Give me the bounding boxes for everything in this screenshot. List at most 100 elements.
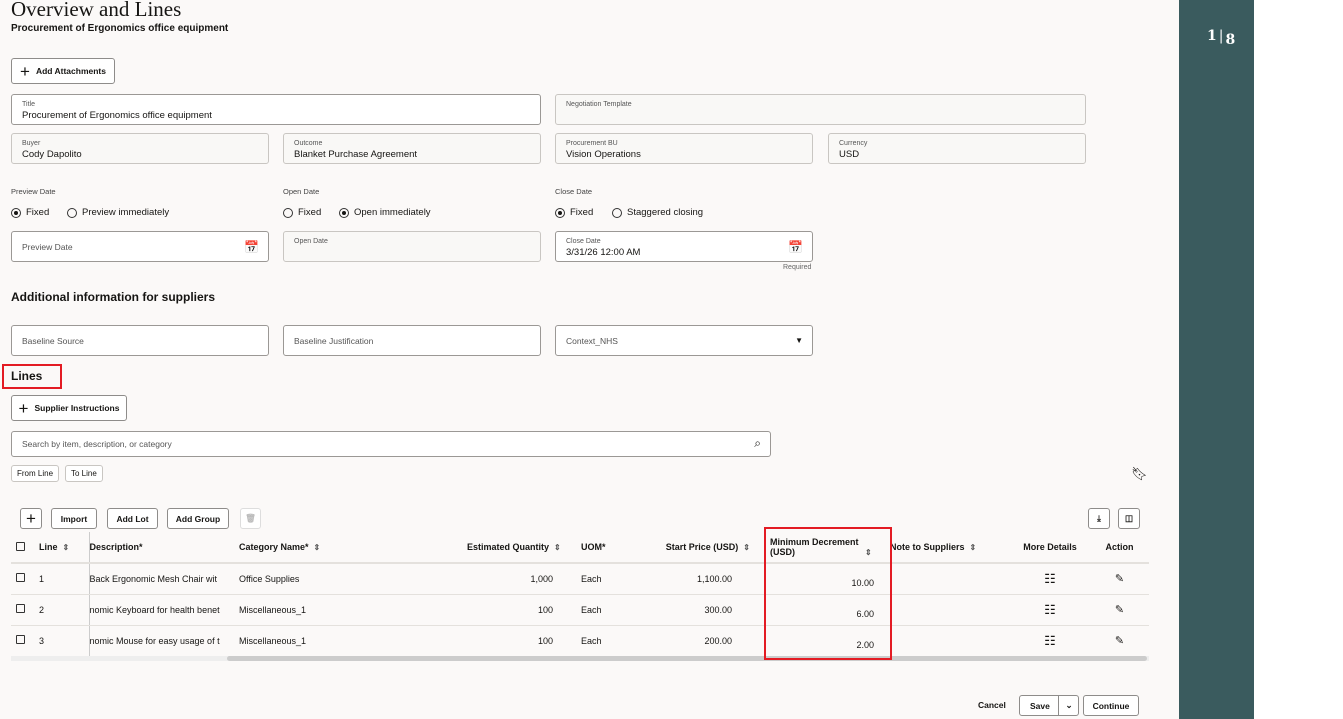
uom-cell: Each: [569, 594, 644, 626]
uom-cell: Each: [569, 563, 644, 595]
open-fixed-radio[interactable]: Fixed: [283, 207, 321, 218]
category-cell: Miscellaneous_1: [239, 625, 467, 657]
col-category[interactable]: Category Name* ⇕: [239, 532, 467, 564]
search-placeholder: Search by item, description, or category: [22, 439, 172, 449]
lines-heading: Lines: [11, 369, 43, 383]
select-all-header[interactable]: [11, 532, 39, 564]
search-icon[interactable]: ⌕: [754, 436, 761, 450]
calendar-icon[interactable]: 📅: [788, 240, 803, 254]
more-details-icon[interactable]: ☷: [1010, 594, 1090, 626]
table-row[interactable]: 1 Back Ergonomic Mesh Chair wit Office S…: [11, 563, 1149, 595]
page-subtitle: Procurement of Ergonomics office equipme…: [11, 23, 229, 34]
buyer-value: Cody Dapolito: [22, 149, 82, 160]
row-select[interactable]: [11, 563, 39, 595]
download-icon: ⤓: [1097, 513, 1101, 523]
row-select[interactable]: [11, 625, 39, 657]
import-button[interactable]: Import: [51, 508, 97, 529]
baseline-source-input[interactable]: Baseline Source: [11, 325, 269, 356]
radio-label: Fixed: [26, 207, 50, 218]
row-checkbox[interactable]: [16, 573, 25, 583]
sort-icon[interactable]: ⇕: [865, 548, 872, 557]
negotiation-template-field[interactable]: Negotiation Template: [555, 94, 1086, 125]
delete-button[interactable]: 🗑︎: [240, 508, 261, 529]
context-value: Context_NHS: [566, 336, 618, 346]
supplier-instructions-button[interactable]: + Supplier Instructions: [11, 395, 127, 421]
open-date-label: Open Date: [294, 238, 328, 245]
preview-date-placeholder: Preview Date: [22, 242, 73, 252]
table-row[interactable]: 2 nomic Keyboard for health benet Miscel…: [11, 594, 1149, 626]
edit-pencil-icon[interactable]: ✎: [1090, 563, 1149, 595]
start-price-cell: 300.00: [644, 594, 760, 626]
edit-pencil-icon[interactable]: ✎: [1090, 594, 1149, 626]
columns-icon: ◫: [1124, 513, 1134, 523]
export-button[interactable]: ⤓: [1088, 508, 1110, 529]
page-title: Overview and Lines: [11, 0, 182, 21]
col-uom: UOM*: [569, 532, 644, 564]
title-label: Title: [22, 101, 35, 108]
lines-search-input[interactable]: Search by item, description, or category…: [11, 431, 771, 457]
total-steps: 8: [1225, 32, 1236, 48]
close-date-input[interactable]: Close Date 3/31/26 12:00 AM 📅: [555, 231, 813, 262]
col-quantity[interactable]: Estimated Quantity ⇕: [467, 532, 569, 564]
bookmark-icon[interactable]: 🔖︎: [1131, 466, 1148, 481]
preview-immediately-radio[interactable]: Preview immediately: [67, 207, 169, 218]
calendar-icon[interactable]: 📅: [244, 240, 259, 254]
staggered-closing-radio[interactable]: Staggered closing: [612, 207, 703, 218]
add-attachments-button[interactable]: + Add Attachments: [11, 58, 115, 84]
columns-button[interactable]: ◫: [1118, 508, 1140, 529]
sort-icon[interactable]: ⇕: [62, 543, 70, 552]
row-checkbox[interactable]: [16, 635, 25, 644]
more-details-icon[interactable]: ☷: [1010, 625, 1090, 657]
col-line[interactable]: Line ⇕: [39, 532, 89, 564]
cancel-button[interactable]: Cancel: [978, 700, 1006, 710]
table-row[interactable]: 3 nomic Mouse for easy usage of t Miscel…: [11, 625, 1149, 657]
note-cell: [890, 594, 1010, 626]
close-fixed-radio[interactable]: Fixed: [555, 207, 593, 218]
close-date-section-label: Close Date: [555, 187, 593, 196]
continue-button[interactable]: Continue: [1083, 695, 1139, 716]
buyer-field[interactable]: Buyer Cody Dapolito: [11, 133, 269, 164]
add-line-button[interactable]: +: [20, 508, 42, 529]
col-min-decrement[interactable]: Minimum Decrement (USD) ⇕: [760, 532, 890, 564]
edit-pencil-icon[interactable]: ✎: [1090, 625, 1149, 657]
required-helper: Required: [783, 264, 812, 271]
sort-icon[interactable]: ⇕: [969, 543, 977, 552]
preview-fixed-radio[interactable]: Fixed: [11, 207, 49, 218]
procurement-bu-label: Procurement BU: [566, 140, 618, 147]
sort-icon[interactable]: ⇕: [554, 543, 561, 552]
row-select[interactable]: [11, 594, 39, 626]
uom-cell: Each: [569, 625, 644, 657]
currency-value: USD: [839, 149, 860, 160]
col-note[interactable]: Note to Suppliers ⇕: [890, 532, 1010, 564]
outcome-field[interactable]: Outcome Blanket Purchase Agreement: [283, 133, 541, 164]
more-details-icon[interactable]: ☷: [1010, 563, 1090, 595]
save-menu-chevron-icon[interactable]: ⌄: [1058, 696, 1079, 715]
col-label: Line: [39, 542, 58, 552]
from-line-filter[interactable]: From Line: [11, 465, 60, 482]
sort-icon[interactable]: ⇕: [743, 543, 750, 552]
row-checkbox[interactable]: [16, 604, 25, 613]
save-button[interactable]: Save ⌄: [1019, 695, 1079, 716]
sort-icon[interactable]: ⇕: [313, 543, 321, 552]
add-group-button[interactable]: Add Group: [167, 508, 229, 529]
step-indicator: 1 | 8: [1207, 28, 1236, 48]
col-label: Start Price (USD): [665, 542, 739, 552]
col-more-details: More Details: [1010, 532, 1090, 564]
lines-highlight: [2, 364, 62, 389]
add-lot-button[interactable]: Add Lot: [107, 508, 158, 529]
scrollbar-thumb[interactable]: [227, 656, 1147, 661]
baseline-justification-input[interactable]: Baseline Justification: [283, 325, 541, 356]
title-field[interactable]: Title Procurement of Ergonomics office eq…: [11, 94, 541, 125]
preview-date-section-label: Preview Date: [11, 187, 56, 196]
baseline-justification-placeholder: Baseline Justification: [294, 336, 374, 346]
radio-selected-icon: [555, 207, 565, 218]
currency-field[interactable]: Currency USD: [828, 133, 1086, 164]
preview-date-input[interactable]: Preview Date 📅: [11, 231, 269, 262]
select-all-checkbox[interactable]: [16, 541, 25, 551]
context-select[interactable]: Context_NHS ▼: [555, 325, 813, 356]
procurement-bu-field[interactable]: Procurement BU Vision Operations: [555, 133, 813, 164]
horizontal-scrollbar[interactable]: [11, 656, 1149, 661]
to-line-filter[interactable]: To Line: [65, 465, 103, 482]
col-start-price[interactable]: Start Price (USD) ⇕: [644, 532, 760, 564]
open-immediately-radio[interactable]: Open immediately: [339, 207, 431, 218]
